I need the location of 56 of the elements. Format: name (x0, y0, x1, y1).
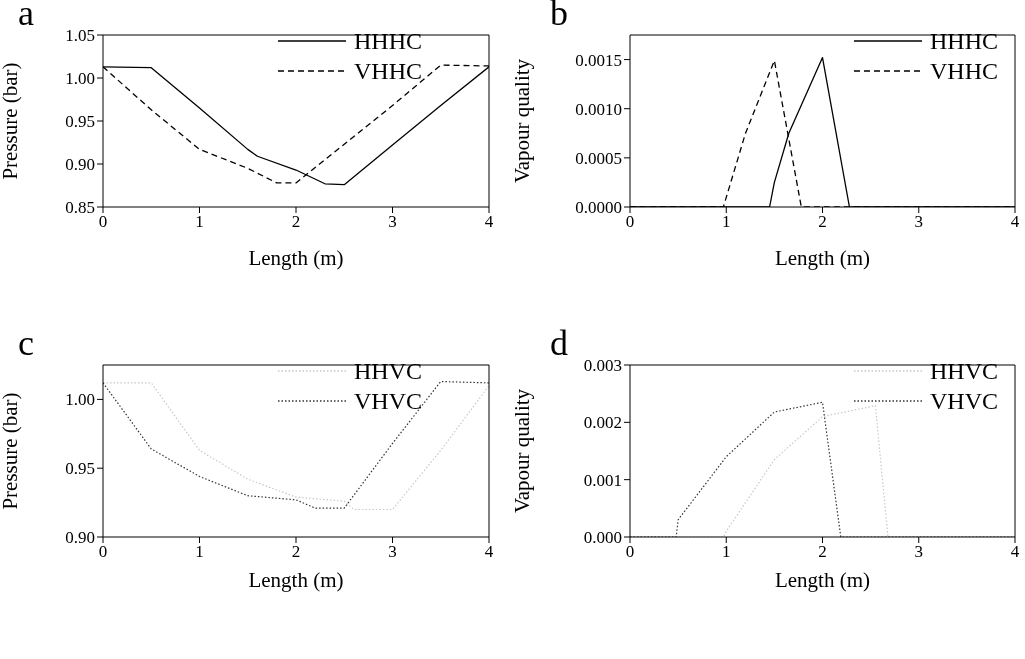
x-tick-label: 4 (484, 212, 494, 232)
x-tick-label: 4 (1010, 212, 1020, 232)
chart-title: d (550, 322, 568, 364)
y-tick-label: 1.00 (65, 69, 95, 89)
x-tick-label: 3 (914, 542, 923, 562)
legend-label: HHVC (929, 357, 998, 386)
x-tick-label: 1 (195, 542, 204, 562)
legend-label: HHHC (353, 27, 422, 56)
x-tick-label: 3 (914, 212, 923, 232)
y-tick-label: 0.0010 (575, 99, 622, 119)
y-tick-label: 0.0000 (575, 198, 622, 218)
legend-label: HHHC (929, 27, 998, 56)
x-tick-label: 0 (98, 212, 108, 232)
x-axis-title: Length (m) (248, 246, 344, 270)
x-tick-label: 1 (722, 542, 731, 562)
x-tick-label: 3 (388, 212, 397, 232)
legend-label: VHVC (353, 387, 422, 416)
y-axis-title: Vapour quality (510, 58, 535, 184)
x-tick-label: 0 (625, 212, 635, 232)
legend-label: HHVC (353, 357, 422, 386)
y-tick-label: 0.0005 (575, 148, 622, 168)
legend-label: VHVC (929, 387, 998, 416)
y-axis-title: Vapour quality (510, 388, 535, 514)
x-tick-label: 4 (1010, 542, 1020, 562)
y-tick-label: 0.95 (65, 112, 95, 132)
y-tick-label: 0.90 (65, 155, 95, 175)
x-axis-title: Length (m) (774, 568, 871, 592)
y-tick-label: 0.90 (65, 528, 95, 548)
x-tick-label: 1 (722, 212, 731, 232)
y-axis-title: Pressure (bar) (0, 392, 23, 510)
y-tick-label: 0.0015 (575, 50, 622, 70)
x-tick-label: 4 (484, 542, 494, 562)
x-tick-label: 3 (388, 542, 397, 562)
x-tick-label: 2 (818, 212, 827, 232)
chart-title: b (550, 0, 568, 34)
x-axis-title: Length (m) (774, 246, 871, 270)
y-axis-title: Pressure (bar) (0, 62, 23, 180)
y-tick-label: 1.00 (65, 390, 95, 410)
x-tick-label: 0 (625, 542, 635, 562)
y-tick-label: 0.001 (583, 470, 622, 490)
legend-label: VHHC (353, 57, 422, 86)
x-tick-label: 2 (818, 542, 827, 562)
x-tick-label: 1 (195, 212, 204, 232)
y-tick-label: 0.85 (65, 198, 95, 218)
y-tick-label: 1.05 (65, 26, 95, 46)
y-tick-label: 0.002 (583, 413, 622, 433)
legend-label: VHHC (929, 57, 998, 86)
x-tick-label: 2 (291, 212, 301, 232)
x-axis-title: Length (m) (248, 568, 344, 592)
y-tick-label: 0.003 (583, 356, 622, 376)
y-tick-label: 0.95 (65, 459, 95, 479)
chart-title: c (18, 322, 34, 364)
chart-title: a (18, 0, 34, 34)
x-tick-label: 0 (98, 542, 108, 562)
y-tick-label: 0.000 (583, 528, 622, 548)
x-tick-label: 2 (291, 542, 301, 562)
